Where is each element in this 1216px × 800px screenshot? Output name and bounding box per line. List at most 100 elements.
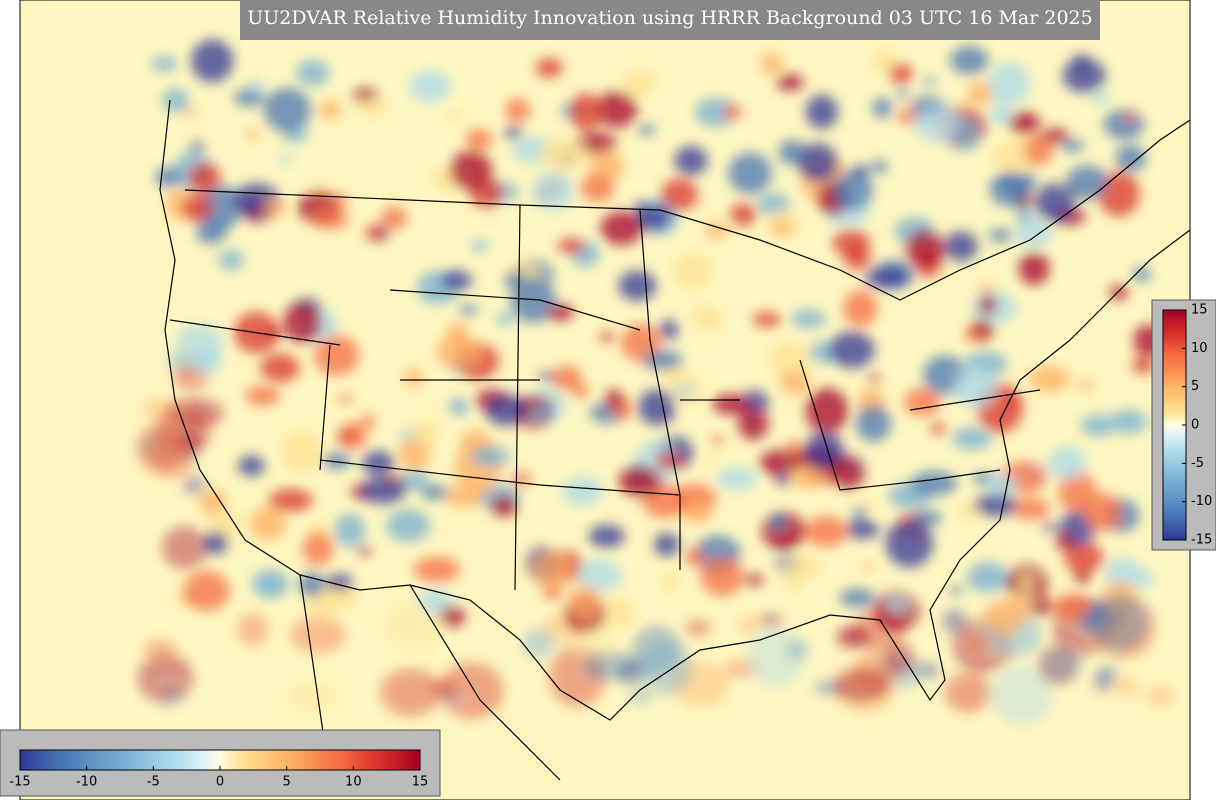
field-blob [786,440,802,456]
field-blob [905,230,945,267]
field-blob [769,512,788,532]
field-blob [1064,542,1104,573]
field-blob [141,397,184,422]
field-blob [768,340,810,379]
field-blob [444,485,485,508]
field-blob [262,199,288,217]
field-blob [1123,112,1137,123]
field-blob [380,668,442,717]
field-blob [861,562,875,570]
field-blob [596,91,638,128]
field-blob [722,104,743,120]
field-blob [738,615,760,636]
field-blob [1081,414,1116,437]
field-blob [690,306,724,332]
field-blob [711,436,724,444]
title-box [240,0,1100,40]
field-blob [973,493,1017,517]
field-blob [744,574,764,586]
field-blob [843,245,871,270]
field-blob [1060,139,1085,152]
field-blob [982,600,1028,633]
field-blob [930,422,947,435]
humidity-field [136,39,1175,726]
field-blob [196,219,227,245]
field-blob [582,651,639,681]
field-blob [361,476,406,505]
field-blob [357,99,388,117]
colorbar-tick-label: -15 [1191,533,1212,548]
colorbar-tick-label: -5 [1191,456,1204,471]
field-blob [199,489,227,516]
field-blob [604,389,624,409]
field-blob [485,394,527,427]
field-blob [439,662,504,719]
field-blob [465,129,493,151]
field-blob [510,278,556,323]
field-blob [278,153,293,165]
field-blob [967,562,1009,593]
colorbar-tick-label: -10 [76,775,97,790]
field-blob [200,185,242,230]
field-blob [964,327,979,342]
field-blob [967,632,989,654]
field-blob [459,305,479,315]
field-blob [685,619,711,636]
field-blob [449,397,469,416]
field-blob [685,547,704,567]
field-blob [182,193,213,223]
colorbar-tick-label: 5 [1191,379,1199,394]
field-blob [403,368,424,388]
field-blob [747,627,804,687]
field-blob [829,331,875,369]
field-blob [562,476,603,506]
field-blob [574,132,617,154]
field-blob [522,628,555,659]
field-blob [621,323,661,362]
field-blob [628,687,653,705]
field-blob [341,422,368,449]
field-blob [728,152,772,194]
field-blob [289,616,346,654]
field-blob [411,420,439,446]
field-blob [884,642,915,676]
field-blob [599,331,614,343]
field-blob [1028,365,1071,393]
field-blob [1093,669,1116,692]
field-blob [233,88,265,107]
map-title: UU2DVAR Relative Humidity Innovation usi… [247,7,1092,29]
field-blob [1008,111,1040,135]
field-blob [296,60,330,86]
field-blob [760,52,784,75]
colorbar-tick-label: 15 [412,775,429,790]
field-blob [539,137,587,172]
field-blob [681,502,713,524]
colorbar-tick-label: -10 [1191,494,1212,509]
field-blob [776,472,790,487]
field-blob [638,389,676,426]
field-blob [1115,144,1147,172]
field-blob [781,554,822,581]
field-blob [449,150,493,191]
field-blob [1042,648,1082,683]
field-blob [1132,267,1151,282]
field-blob [530,550,572,588]
field-blob [659,319,679,340]
field-blob [490,495,518,517]
colorbar-tick-label: 10 [345,775,362,790]
field-blob [1035,183,1075,223]
field-blob [322,452,351,470]
field-blob [1103,109,1145,140]
field-blob [600,596,636,628]
field-blob [286,680,339,714]
field-blob [654,532,680,557]
field-blob [1089,91,1111,105]
field-blob [885,519,934,568]
field-blob [447,109,463,123]
colorbar-tick-label: 0 [1191,418,1199,433]
field-blob [832,170,873,211]
field-blob [752,312,782,327]
field-blob [637,124,656,136]
field-blob [361,414,376,428]
colorbar-tick-label: 10 [1191,341,1208,356]
